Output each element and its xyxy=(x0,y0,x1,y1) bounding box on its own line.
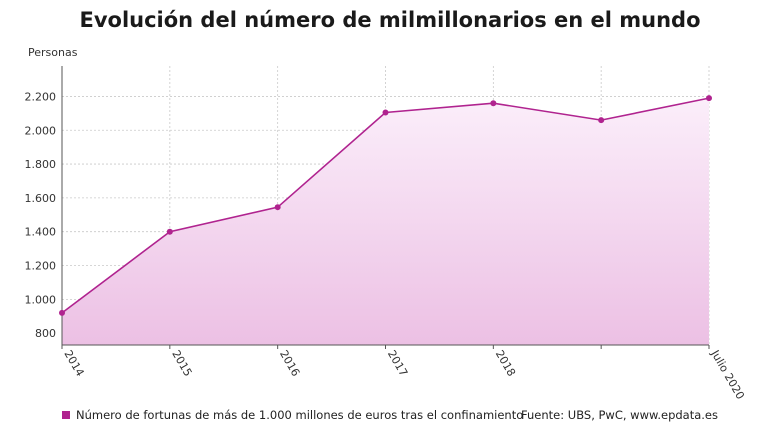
y-tick-label: 1.600 xyxy=(25,192,57,205)
x-tick-label: 2015 xyxy=(169,348,194,379)
data-point xyxy=(382,109,389,116)
x-tick-label: 2018 xyxy=(493,348,518,379)
source-note: Fuente: UBS, PwC, www.epdata.es xyxy=(521,408,718,422)
y-tick-label: 1.000 xyxy=(25,293,57,306)
data-point xyxy=(598,117,605,124)
y-tick-label: 800 xyxy=(35,327,56,340)
y-tick-label: 2.000 xyxy=(25,124,57,137)
legend-label: Número de fortunas de más de 1.000 millo… xyxy=(76,408,524,422)
data-point xyxy=(706,95,712,102)
x-tick-label: 2016 xyxy=(277,348,302,379)
legend: Número de fortunas de más de 1.000 millo… xyxy=(62,408,523,422)
y-tick-label: 1.200 xyxy=(25,260,57,273)
data-point xyxy=(490,100,497,107)
x-tick-label: 2017 xyxy=(385,348,410,379)
x-tick-label: Julio 2020 xyxy=(708,347,747,402)
chart-title: Evolución del número de milmillonarios e… xyxy=(79,8,701,32)
x-tick-label: 2014 xyxy=(61,348,86,379)
y-tick-label: 1.800 xyxy=(25,158,57,171)
y-tick-label: 2.200 xyxy=(25,90,57,103)
data-point xyxy=(166,228,173,235)
y-axis-label: Personas xyxy=(28,46,78,59)
data-point xyxy=(59,309,65,316)
y-tick-label: 1.400 xyxy=(25,226,57,239)
series-area xyxy=(62,98,709,345)
data-point xyxy=(274,204,281,211)
legend-swatch xyxy=(62,411,70,419)
